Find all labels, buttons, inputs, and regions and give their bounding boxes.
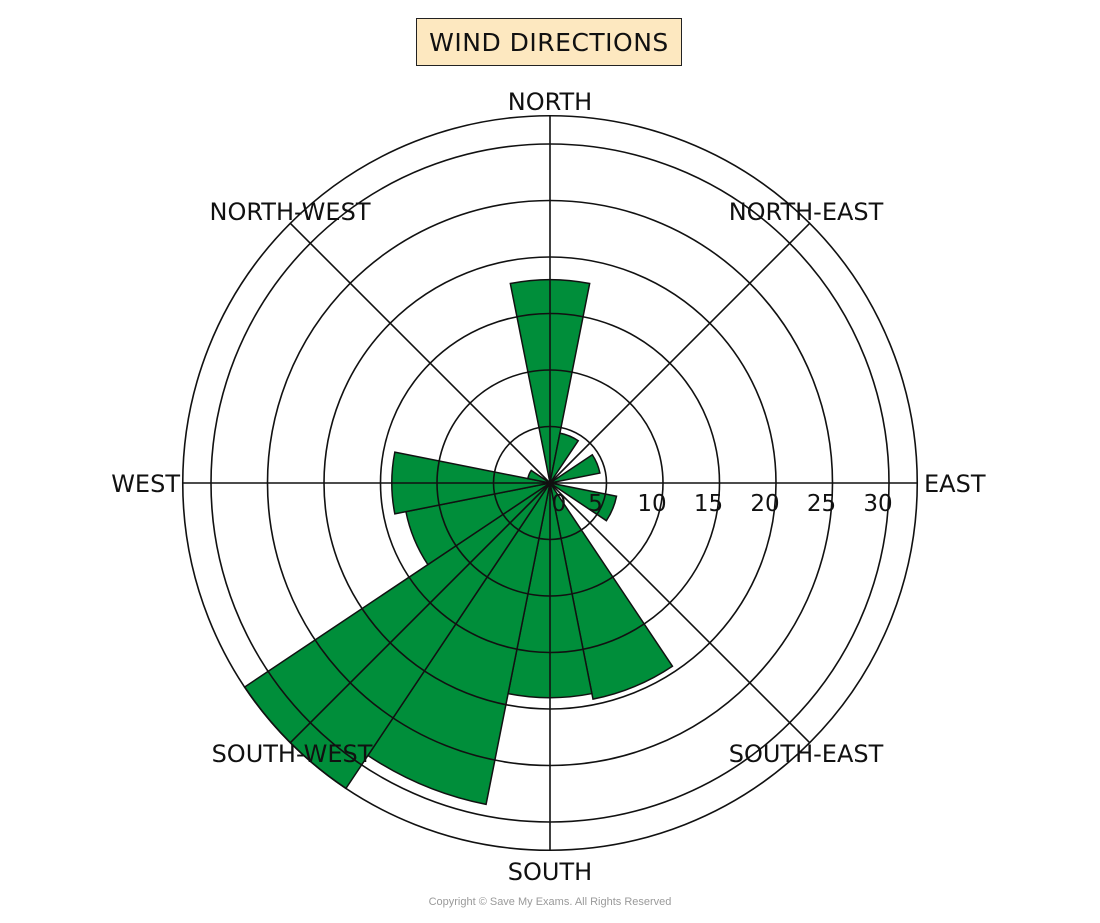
copyright-notice: Copyright © Save My Exams. All Rights Re… — [428, 896, 672, 908]
direction-label-south-east: SOUTH-EAST — [729, 740, 884, 768]
spoke-south-west — [289, 482, 551, 744]
tick-label-5: 5 — [588, 491, 603, 517]
direction-labels: NORTH NORTH-EAST EAST SOUTH-EAST SOUTH SOUTH-… — [111, 88, 986, 886]
wedge-ese — [549, 482, 618, 522]
wedge-ssw — [366, 482, 551, 806]
direction-label-north-west: NORTH-WEST — [210, 198, 371, 226]
wedge-sse — [549, 482, 674, 701]
wedge-wnw — [526, 469, 551, 484]
direction-label-west: WEST — [111, 470, 180, 498]
direction-label-south: SOUTH — [508, 858, 592, 886]
tick-label-10: 10 — [637, 491, 666, 517]
tick-label-0: 0 — [552, 491, 567, 517]
chart-title: WIND DIRECTIONS — [416, 18, 682, 66]
spoke-south-east — [549, 482, 811, 744]
radial-tick-labels: 0 5 10 15 20 25 30 — [552, 491, 893, 517]
spoke-north-west — [289, 222, 551, 484]
wedge-ene — [549, 453, 601, 484]
tick-label-15: 15 — [694, 491, 723, 517]
direction-spokes — [182, 115, 918, 851]
wedge-nne — [549, 432, 580, 484]
direction-label-south-west: SOUTH-WEST — [212, 740, 373, 768]
direction-label-north-east: NORTH-EAST — [729, 198, 884, 226]
direction-label-east: EAST — [924, 470, 986, 498]
spoke-north-east — [549, 222, 811, 484]
direction-label-north: NORTH — [508, 88, 592, 116]
tick-label-25: 25 — [807, 491, 836, 517]
tick-label-20: 20 — [750, 491, 779, 517]
tick-label-30: 30 — [863, 491, 892, 517]
